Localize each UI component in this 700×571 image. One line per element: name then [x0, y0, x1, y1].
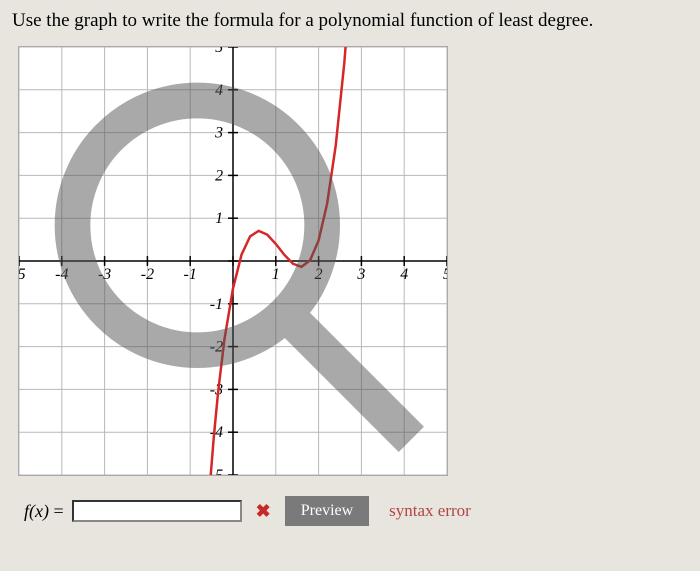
graph-panel: -5-4-3-2-112345-5-4-3-2-112345: [18, 46, 448, 476]
answer-input[interactable]: [72, 500, 242, 522]
fx-label: f(x) =: [24, 501, 64, 522]
error-icon: ✖: [256, 501, 271, 522]
answer-row: f(x) = ✖ Preview syntax error: [24, 496, 688, 526]
magnifier-icon[interactable]: [19, 47, 447, 475]
question-prompt: Use the graph to write the formula for a…: [12, 10, 688, 32]
preview-button[interactable]: Preview: [285, 496, 369, 526]
error-text: syntax error: [389, 501, 471, 521]
